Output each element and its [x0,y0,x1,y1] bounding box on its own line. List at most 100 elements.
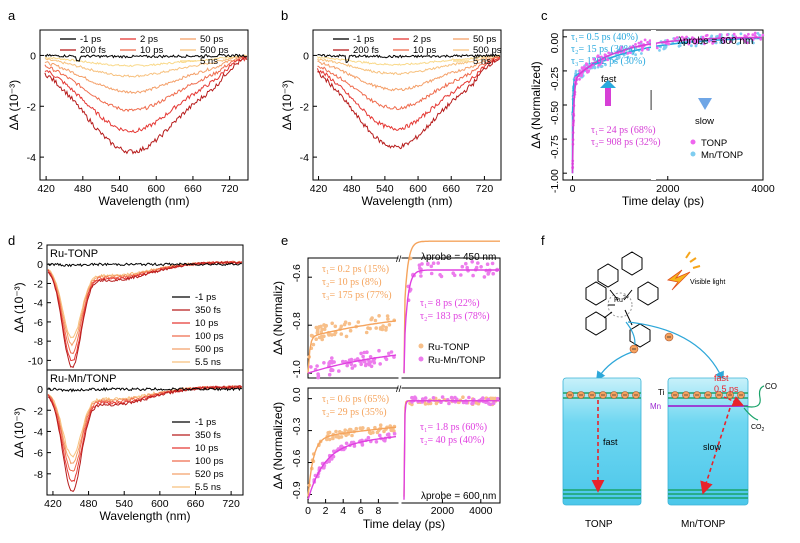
data-point-tonp [751,38,755,41]
data-point-mn [440,395,445,399]
data-point-mn [363,363,368,368]
data-point-mn [604,63,607,67]
data-point-ru [338,430,342,434]
mn-tau-text: τ₂= 183 ps (78%) [420,311,490,322]
x-tick-label: 540 [115,498,133,510]
data-point-mn [495,396,500,401]
data-point-mn [467,395,471,400]
data-point-ru [366,326,370,330]
fit-line-mn [307,354,397,374]
data-point-ru [369,317,374,322]
ru-tau-text: τ₁= 0.6 ps (65%) [322,394,389,405]
data-point-mn [362,359,367,364]
data-point-tonp [585,62,588,66]
data-point-mn [447,401,451,406]
data-point-mn [418,266,422,271]
ru-tau-text: τ₂= 10 ps (8%) [322,277,382,288]
mn-tau-text: τ₂= 15 ps (30%) [571,44,636,55]
y-tick-label: 0 [303,50,309,62]
tonp-band [562,377,642,506]
data-point-ru [315,330,320,335]
legend-label: 10 ps [195,318,218,329]
data-point-tonp [746,41,749,45]
data-point-ru [476,401,481,406]
legend-label: 100 ps [195,331,224,342]
ru-tau-text: τ₃= 175 ps (77%) [322,290,392,301]
data-point-mn [392,431,397,436]
data-point-tonp [707,39,711,43]
probe-label: λprobe = 600 nm [421,491,496,502]
legend-label: 200 fs [80,45,106,56]
data-point-mn [612,59,616,63]
data-point-mn [420,397,425,401]
x-tick-label: 8 [375,505,381,517]
data-point-mn [436,261,441,265]
x-tick-label: 720 [476,183,494,195]
data-point-mn [420,262,424,266]
data-point-ru [386,317,390,321]
data-point-ru [327,437,332,442]
data-point-mn [617,56,621,60]
data-point-tonp [666,42,669,45]
data-point-tonp [688,40,692,44]
x-axis-label: Time delay (ps) [622,194,704,208]
x-tick-label: 660 [442,183,460,195]
x-tick-label: 4000 [751,183,775,195]
data-point-mn [465,265,470,270]
x-tick-label: 2000 [656,183,680,195]
data-point-mn [353,364,357,368]
data-point-ru [343,428,348,433]
data-point-mn [368,355,373,359]
data-point-mn [332,449,336,454]
data-point-mn [479,265,483,269]
series-line--1ps [317,53,501,63]
data-point-mn [331,454,336,459]
data-point-tonp [751,33,755,37]
legend-label: 2 ps [140,34,158,45]
data-point-mn [426,261,430,266]
data-point-ru [356,320,361,324]
legend-label: Ru-Mn/TONP [428,355,485,366]
subpanel-title: Ru-TONP [50,248,98,260]
series-line-500ps [317,54,501,76]
data-point-tonp [592,57,596,61]
data-point-mn [341,359,345,364]
data-point-tonp [743,38,746,42]
mntonp-caption: Mn/TONP [681,519,726,530]
data-point-mn [431,261,436,266]
y-axis-label: ΔA (10⁻³) [12,282,26,332]
data-point-mn [452,273,457,278]
data-point-ru [317,325,321,329]
data-point-ru [423,402,428,406]
x-tick-label: 660 [187,498,205,510]
tonp-electrons [566,391,640,399]
chart-d: 2 0 -2 -4 -6 -8 -10 Ru-TONP -1 ps 350 fs 10 ps 100 … [12,240,244,523]
data-point-mn [710,34,714,38]
data-point-ru [378,423,383,428]
fast-arrow-head [600,80,616,88]
data-point-ru [344,334,349,339]
series-line-10ps [44,55,248,113]
y-tick-label: -6 [34,448,43,460]
legend-label: 10 ps [195,443,218,454]
y-tick-label: 0 [37,259,43,271]
data-point-ru [371,430,375,435]
x-tick-label: 4000 [469,505,493,517]
data-point-tonp [620,45,624,49]
data-point-mn [429,264,434,269]
fast-label: fast [601,74,617,85]
series-line [47,384,242,483]
legend-label: 200 fs [353,45,379,56]
y-tick-label: -0.6 [291,449,303,467]
data-point-tonp [639,40,643,44]
panel-letter-c: c [541,8,548,23]
data-point-mn [631,52,635,56]
data-point-mn [327,372,332,377]
data-point-mn [482,275,487,279]
data-point-tonp [725,33,729,37]
data-point-ru [342,322,347,327]
y-axis-label: ΔA (Normalized) [271,402,285,489]
data-point-ru [382,429,386,434]
data-point-mn [371,359,376,363]
y-axis-label: ΔA (Normalized) [529,61,543,148]
